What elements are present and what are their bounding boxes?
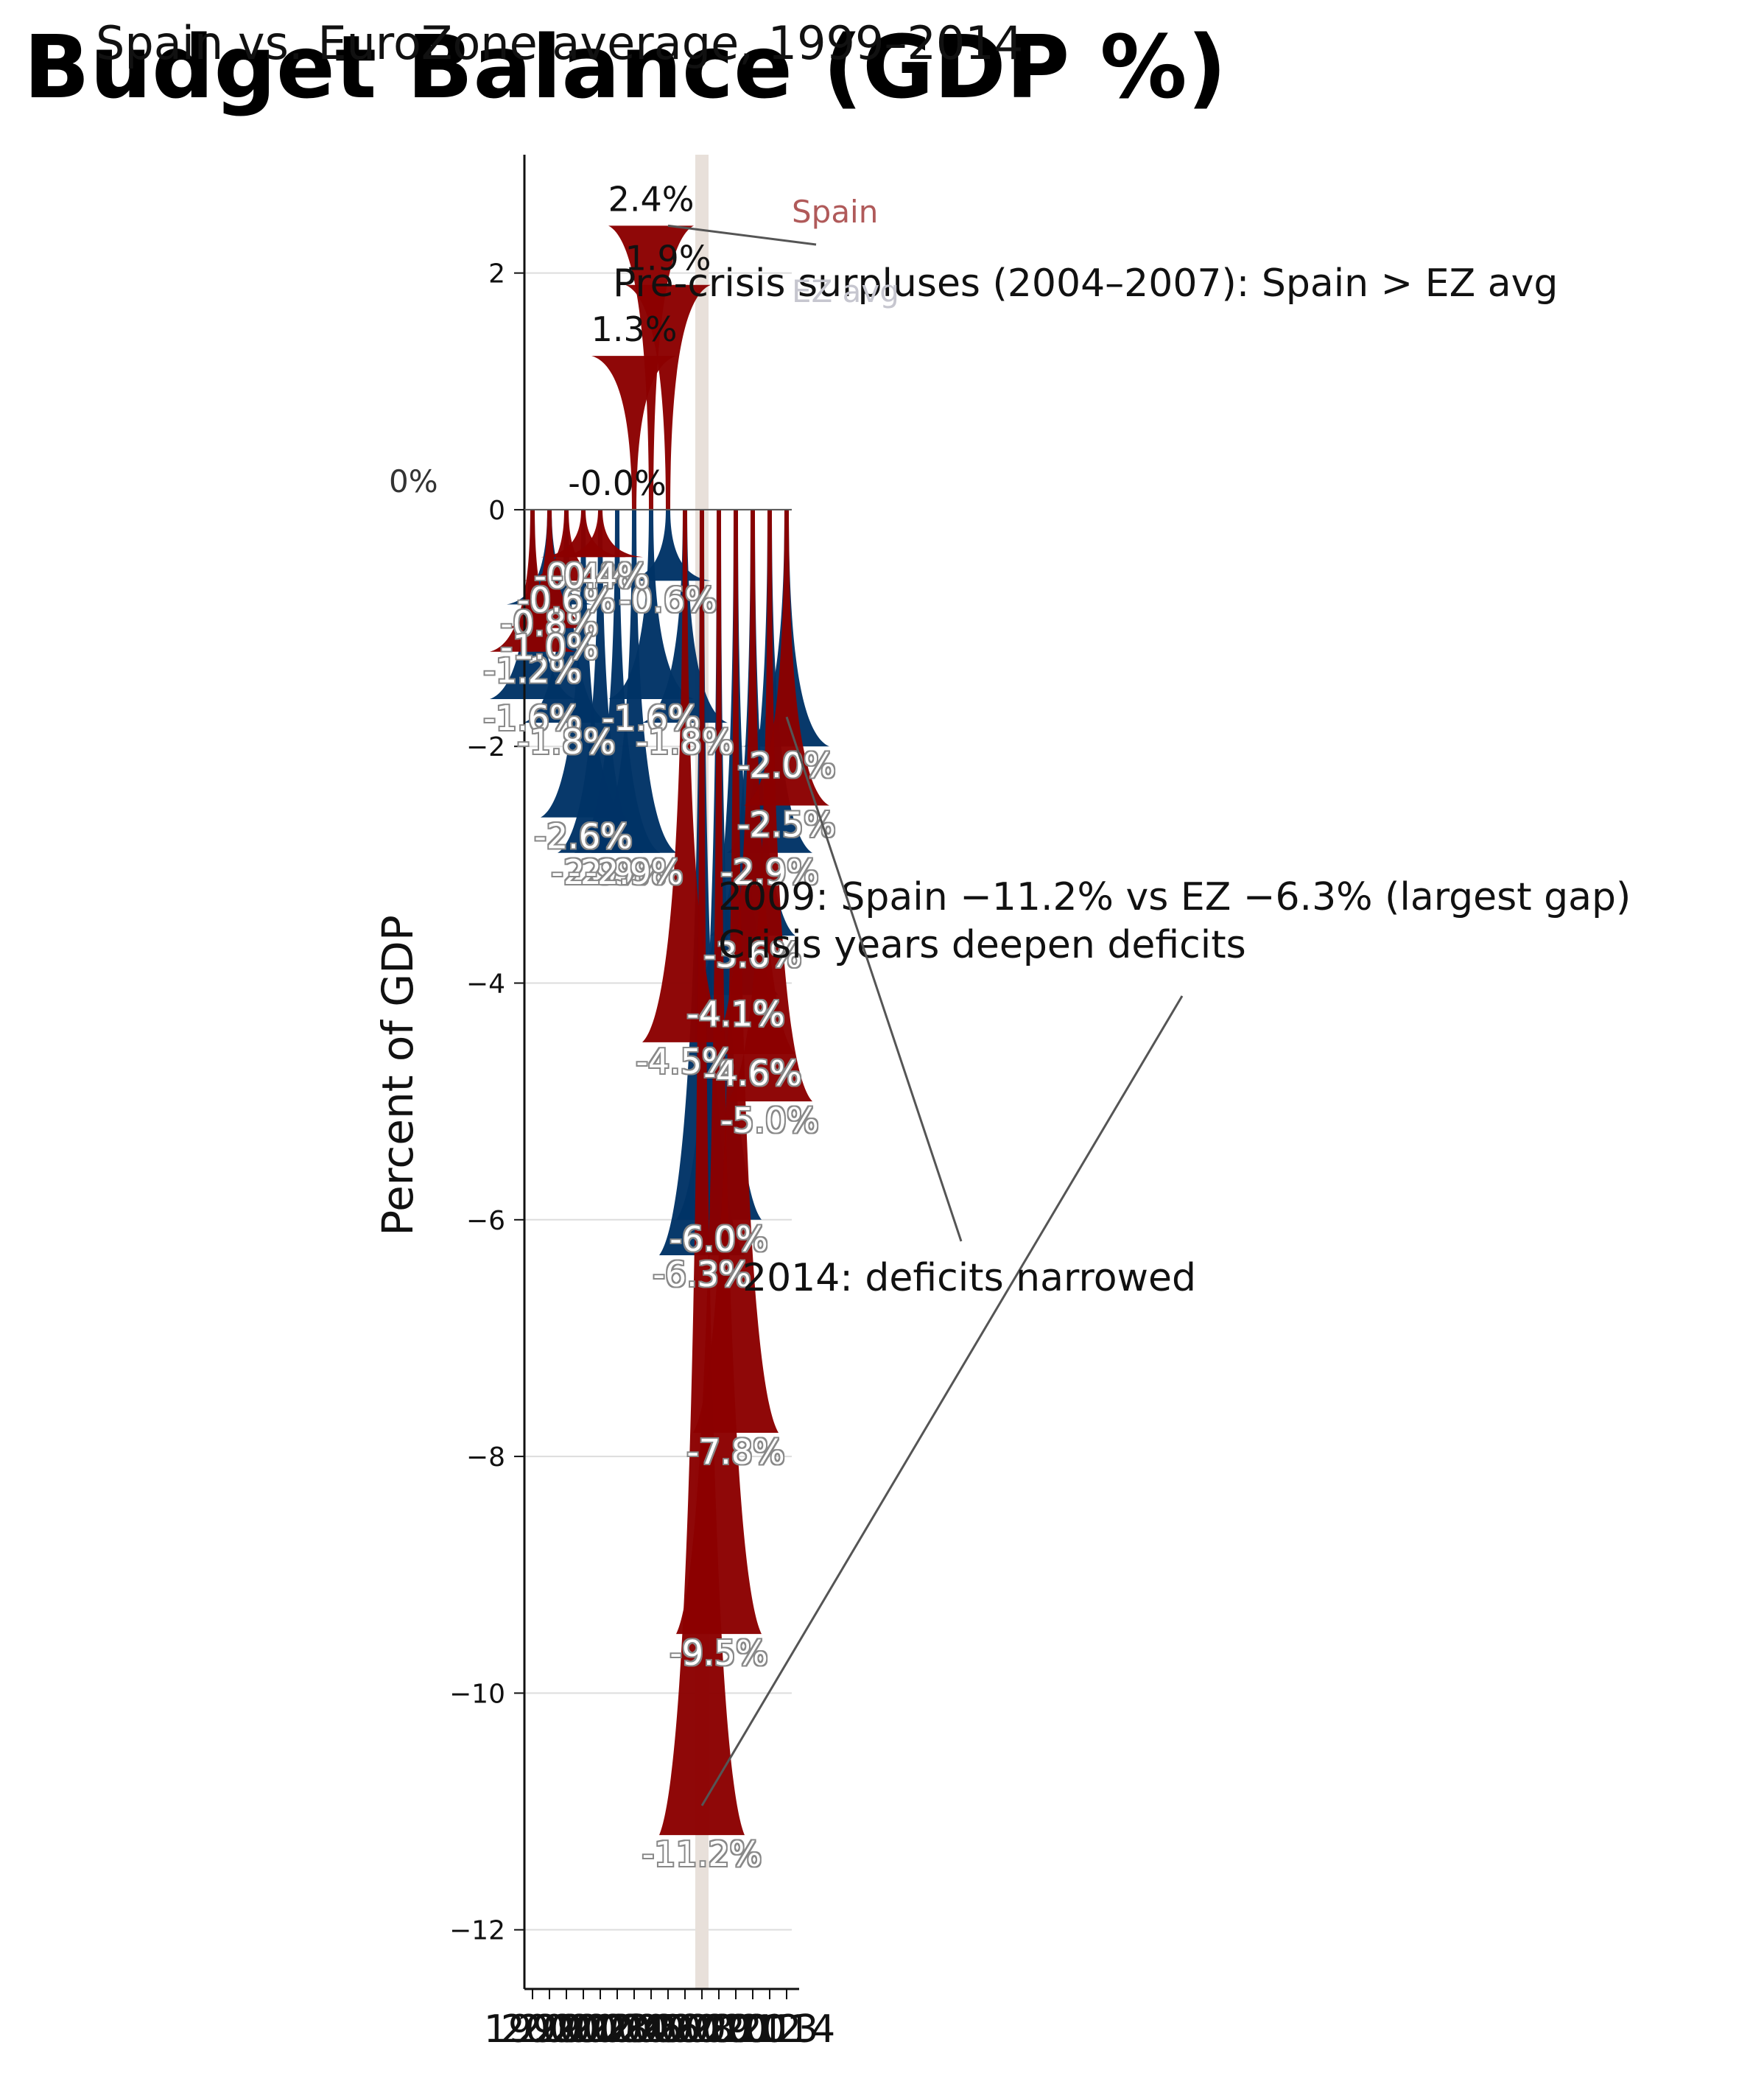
x-tick-label-2004: 2004 — [569, 2007, 666, 2052]
x-tick-label-2012: 2012 — [704, 2007, 801, 2052]
spain-value-label-2008: -4.5% — [636, 1042, 734, 1081]
x-tick-label-2002: 2002 — [535, 2007, 632, 2052]
x-tick-label-2006: 2006 — [602, 2007, 700, 2052]
spain-spike-2003 — [558, 509, 643, 558]
y-tick-label: 0 — [488, 496, 505, 526]
ez-spike-2006 — [608, 509, 694, 699]
spain-value-label-2005: 1.3% — [591, 309, 678, 349]
ez-value-label-2012: -3.6% — [703, 935, 801, 975]
spain-spike-2010 — [676, 509, 762, 1635]
x-tick-label-2008: 2008 — [636, 2007, 734, 2052]
ez-value-label-2011: -4.1% — [686, 994, 784, 1034]
y-tick-label: −10 — [449, 1679, 505, 1709]
spain-value-label-2000: -1.0% — [500, 628, 598, 667]
y-tick-label: −2 — [466, 732, 505, 762]
ez-value-label-2004: -2.9% — [568, 852, 666, 892]
spain-value-label-2004: -0.0% — [568, 463, 666, 503]
x-tick-label-2005: 2005 — [586, 2007, 683, 2052]
spain-spike-2007 — [625, 284, 711, 510]
spain-value-label-2012: -4.6% — [703, 1053, 801, 1093]
ez-value-label-1999: -1.6% — [483, 698, 581, 738]
spain-series — [490, 225, 829, 1836]
spain-spike-2001 — [524, 509, 609, 581]
y-tick-label: −8 — [466, 1442, 505, 1473]
x-tick-label-2001: 2001 — [518, 2007, 615, 2052]
spain-spike-2009 — [659, 509, 745, 1836]
chart-subtitle: Spain vs. EuroZone average, 1999–2014 — [96, 16, 1023, 70]
ez-value-label-2001: -1.8% — [517, 722, 615, 762]
annotation-text-3: 2014: deficits narrowed — [742, 1256, 1196, 1300]
x-tick-label-2009: 2009 — [653, 2007, 751, 2052]
x-tick-label-2010: 2010 — [670, 2007, 767, 2052]
zero-line-label: 0% — [389, 463, 438, 499]
annotation-text-2: Crisis years deepen deficits — [718, 923, 1246, 967]
data-labels: -1.6%-0.8%-1.8%-2.6%-2.9%-2.9%-2.9%-1.6%… — [483, 179, 835, 1874]
spain-value-label-2013: -5.0% — [720, 1101, 818, 1140]
ez-value-label-2006: -1.6% — [602, 698, 700, 738]
spain-spike-2014 — [744, 509, 829, 806]
chart-title: Budget Balance (GDP %) — [24, 16, 1227, 118]
ez-value-label-2010: -6.0% — [670, 1219, 767, 1259]
annotation-text-0: Pre-crisis surpluses (2004–2007): Spain … — [613, 262, 1558, 306]
ez-value-label-2008: -1.8% — [636, 722, 734, 762]
spain-value-label-2014: -2.5% — [737, 805, 835, 845]
ez-spike-2002 — [541, 509, 626, 818]
annotation-arrow-3 — [785, 716, 963, 1242]
x-tick-label-2013: 2013 — [721, 2007, 818, 2052]
annotation-text-1: 2009: Spain −11.2% vs EZ −6.3% (largest … — [718, 875, 1631, 919]
spain-value-label-2006: 2.4% — [608, 179, 695, 219]
y-axis-label: Percent of GDP — [373, 915, 423, 1236]
ez-spike-2004 — [574, 509, 660, 853]
spain-spike-2012 — [710, 509, 795, 1054]
x-tick-label-2003: 2003 — [552, 2007, 649, 2052]
legend-ez-label: EZ avg — [792, 273, 899, 309]
annotation-arrow-1 — [700, 995, 1184, 1806]
spain-value-label-2001: -0.6% — [517, 580, 615, 620]
ez-spike-2003 — [558, 509, 643, 853]
ez-value-label-2005: -2.9% — [585, 852, 683, 892]
ez-spike-2007 — [625, 509, 711, 581]
spain-spike-2005 — [591, 356, 677, 510]
spain-spike-2006 — [608, 225, 694, 510]
y-tick-label: −6 — [466, 1206, 505, 1236]
spain-value-label-1999: -1.2% — [483, 651, 581, 691]
axes: 2 0 −2 −4 −6 −8 −10 −12 199920002001200220032004… — [449, 155, 835, 2052]
annotations: Pre-crisis surpluses (2004–2007): Spain … — [613, 224, 1631, 1806]
y-tick-label: 2 — [488, 259, 505, 290]
x-tick-label-2011: 2011 — [687, 2007, 784, 2052]
ez-value-label-2007: -0.6% — [619, 580, 717, 620]
x-tick-label-1999: 1999 — [484, 2007, 581, 2052]
y-tick-label: −12 — [449, 1916, 505, 1946]
ez-value-label-2002: -2.6% — [534, 817, 632, 857]
x-tick-label-2000: 2000 — [501, 2007, 598, 2052]
spain-value-label-2007: 1.9% — [625, 239, 711, 278]
spain-spike-2002 — [541, 509, 626, 558]
ez-value-label-2000: -0.8% — [500, 603, 598, 643]
ez-value-label-2009: -6.3% — [653, 1255, 751, 1294]
spain-spike-2008 — [642, 509, 728, 1042]
spain-value-label-2003: -0.4% — [551, 556, 649, 596]
spain-value-label-2010: -9.5% — [670, 1633, 767, 1673]
spain-value-label-2009: -11.2% — [642, 1834, 762, 1874]
spain-value-label-2002: -0.4% — [534, 556, 632, 596]
spain-value-label-2011: -7.8% — [686, 1432, 784, 1472]
ez-value-label-2003: -2.9% — [551, 852, 649, 892]
annotation-arrow-0 — [667, 224, 817, 246]
x-tick-label-2007: 2007 — [619, 2007, 717, 2052]
ez-value-label-2014: -2.0% — [737, 745, 835, 785]
legend-spain-label: Spain — [792, 194, 878, 230]
ez-value-label-2013: -2.9% — [720, 852, 818, 892]
x-tick-label-2014: 2014 — [738, 2007, 835, 2052]
y-tick-label: −4 — [466, 969, 505, 1000]
